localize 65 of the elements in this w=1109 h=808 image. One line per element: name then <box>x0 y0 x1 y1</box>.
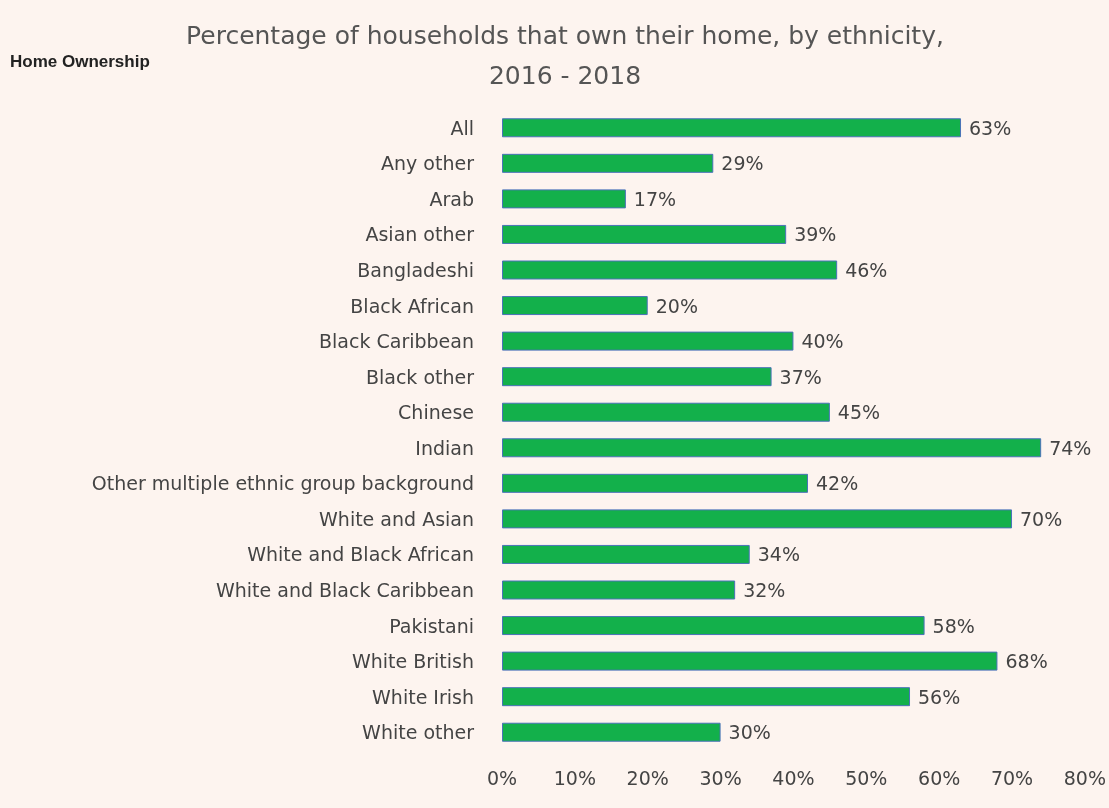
data-label: 46% <box>845 259 888 281</box>
data-label: 37% <box>779 365 822 388</box>
bar <box>502 687 911 707</box>
bar <box>502 118 962 138</box>
x-tick-label: 20% <box>626 766 669 789</box>
y-tick-label: Black African <box>350 294 474 317</box>
y-tick-label: White and Black Caribbean <box>215 579 474 601</box>
data-label: 39% <box>794 223 837 246</box>
y-tick-label: Other multiple ethnic group background <box>91 472 474 495</box>
data-label: 32% <box>743 579 786 601</box>
bar <box>502 402 830 422</box>
data-label: 63% <box>969 116 1012 139</box>
data-label: 34% <box>757 543 800 566</box>
text: Home Ownership <box>10 52 150 72</box>
bar <box>502 438 1042 458</box>
data-label: 40% <box>801 330 844 353</box>
data-label: 58% <box>932 614 975 637</box>
y-tick-label: White British <box>351 650 474 673</box>
bar <box>502 509 1013 529</box>
data-label: 42% <box>816 472 859 495</box>
x-tick-label: 50% <box>845 766 888 789</box>
data-label: 68% <box>1005 650 1048 673</box>
y-tick-label: Asian other <box>365 223 475 246</box>
bar <box>502 331 794 351</box>
y-tick-label: Indian <box>415 436 474 459</box>
bar <box>502 544 750 564</box>
y-tick-label: Black Caribbean <box>319 330 474 353</box>
bar <box>502 367 772 387</box>
x-tick-label: 0% <box>486 766 518 789</box>
bar <box>502 616 925 636</box>
bar <box>502 224 787 244</box>
y-tick-label: White other <box>362 721 475 744</box>
data-label: 45% <box>837 401 881 424</box>
bar <box>502 153 714 173</box>
chart-title: Percentage of households that own their home, by ethnicity, 2016 - 2018 <box>186 20 944 90</box>
bar <box>502 189 626 209</box>
y-tick-label: All <box>450 116 474 139</box>
bar <box>502 296 648 316</box>
x-tick-label: 60% <box>918 766 961 789</box>
data-label: 17% <box>633 187 677 210</box>
data-label: 56% <box>918 685 961 708</box>
bar <box>502 580 736 600</box>
x-tick-label: 40% <box>772 766 815 789</box>
y-tick-label: Pakistani <box>389 614 474 637</box>
data-label: 30% <box>728 721 771 744</box>
data-label: 20% <box>655 294 698 317</box>
bar <box>502 473 809 493</box>
bar <box>502 722 721 742</box>
data-label: 74% <box>1049 436 1092 459</box>
data-label: 70% <box>1020 507 1063 530</box>
y-tick-label: White and Black African <box>247 543 474 566</box>
x-tick-label: 30% <box>699 766 742 789</box>
bar <box>502 651 998 671</box>
x-tick-label: 70% <box>990 766 1034 789</box>
y-tick-label: Chinese <box>398 401 474 424</box>
y-tick-label: Any other <box>381 152 475 175</box>
y-tick-label: Arab <box>429 187 474 210</box>
y-tick-label: White Irish <box>372 685 474 708</box>
bar <box>502 260 838 280</box>
x-tick-label: 10% <box>553 766 596 789</box>
y-tick-label: White and Asian <box>319 507 474 530</box>
x-tick-label: 80% <box>1063 766 1106 789</box>
data-label: 29% <box>721 152 764 175</box>
y-tick-label: Bangladeshi <box>357 259 474 281</box>
y-tick-label: Black other <box>365 365 475 388</box>
